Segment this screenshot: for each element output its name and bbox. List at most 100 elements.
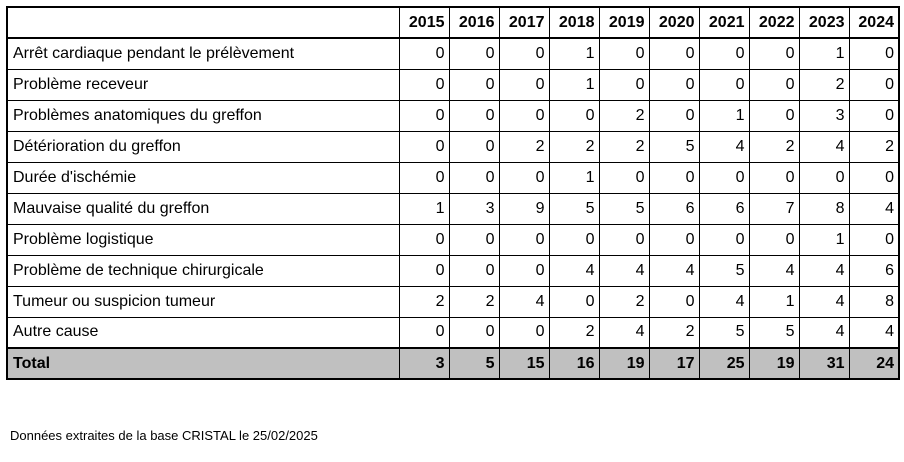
- table-row: Durée d'ischémie 0 0 0 1 0 0 0 0 0 0: [6, 161, 900, 194]
- cell-value: 5: [648, 130, 700, 163]
- cell-value: 0: [398, 37, 450, 70]
- cell-value: 0: [498, 68, 550, 101]
- header-row: 2015 2016 2017 2018 2019 2020 2021 2022 2023 2024: [6, 6, 900, 39]
- column-header: 2021: [698, 6, 750, 39]
- cell-value: 3: [448, 192, 500, 225]
- cell-value: 1: [748, 285, 800, 318]
- cell-value: 0: [848, 223, 900, 256]
- row-label: Tumeur ou suspicion tumeur: [6, 285, 400, 318]
- footnote: Données extraites de la base CRISTAL le …: [10, 428, 318, 443]
- row-label: Problème receveur: [6, 68, 400, 101]
- cell-value: 2: [548, 316, 600, 349]
- cell-value: 0: [448, 99, 500, 132]
- cell-value: 0: [448, 37, 500, 70]
- cell-value: 5: [548, 192, 600, 225]
- cell-value: 9: [498, 192, 550, 225]
- row-label: Mauvaise qualité du greffon: [6, 192, 400, 225]
- cell-value: 0: [448, 130, 500, 163]
- cell-value: 1: [548, 37, 600, 70]
- row-label: Durée d'ischémie: [6, 161, 400, 194]
- cell-value: 0: [648, 37, 700, 70]
- cell-value: 0: [598, 223, 650, 256]
- column-header: 2016: [448, 6, 500, 39]
- cell-value: 0: [548, 285, 600, 318]
- table-row: Problème logistique 0 0 0 0 0 0 0 0 1 0: [6, 223, 900, 256]
- cell-value: 0: [548, 99, 600, 132]
- row-label: Total: [6, 347, 400, 380]
- cell-value: 0: [448, 223, 500, 256]
- cell-value: 0: [398, 99, 450, 132]
- cell-value: 4: [598, 254, 650, 287]
- cell-value: 4: [648, 254, 700, 287]
- cell-value: 0: [598, 37, 650, 70]
- cell-value: 16: [548, 347, 600, 380]
- cell-value: 0: [848, 99, 900, 132]
- cell-value: 4: [848, 316, 900, 349]
- cell-value: 0: [398, 223, 450, 256]
- cell-value: 0: [448, 68, 500, 101]
- cell-value: 3: [398, 347, 450, 380]
- cell-value: 2: [648, 316, 700, 349]
- cell-value: 0: [748, 99, 800, 132]
- table-row: Arrêt cardiaque pendant le prélèvement 0 0…: [6, 37, 900, 70]
- table-row: Mauvaise qualité du greffon 1 3 9 5 5 6 6 7 8 4: [6, 192, 900, 225]
- row-label: Arrêt cardiaque pendant le prélèvement: [6, 37, 400, 70]
- cell-value: 0: [498, 223, 550, 256]
- cell-value: 0: [698, 161, 750, 194]
- cell-value: 5: [448, 347, 500, 380]
- cell-value: 4: [798, 285, 850, 318]
- column-header: 2015: [398, 6, 450, 39]
- cell-value: 0: [498, 161, 550, 194]
- cell-value: 0: [848, 161, 900, 194]
- cell-value: 0: [398, 316, 450, 349]
- column-header: 2020: [648, 6, 700, 39]
- cell-value: 4: [748, 254, 800, 287]
- cell-value: 4: [798, 130, 850, 163]
- cell-value: 0: [748, 68, 800, 101]
- data-table: 2015 2016 2017 2018 2019 2020 2021 2022 2023 2024…: [6, 6, 900, 380]
- cell-value: 1: [798, 223, 850, 256]
- cell-value: 0: [398, 254, 450, 287]
- cell-value: 0: [498, 316, 550, 349]
- cell-value: 0: [448, 316, 500, 349]
- cell-value: 0: [698, 37, 750, 70]
- table-row: Détérioration du greffon 0 0 2 2 2 5 4 2 4 2: [6, 130, 900, 163]
- cell-value: 2: [798, 68, 850, 101]
- cell-value: 0: [748, 37, 800, 70]
- cell-value: 0: [698, 223, 750, 256]
- cell-value: 4: [798, 254, 850, 287]
- cell-value: 0: [648, 68, 700, 101]
- table-row: Problème receveur 0 0 0 1 0 0 0 0 2 0: [6, 68, 900, 101]
- cell-value: 5: [698, 316, 750, 349]
- table-row: Tumeur ou suspicion tumeur 2 2 4 0 2 0 4 1 4 8: [6, 285, 900, 318]
- cell-value: 2: [598, 99, 650, 132]
- cell-value: 5: [698, 254, 750, 287]
- cell-value: 6: [848, 254, 900, 287]
- cell-value: 1: [548, 161, 600, 194]
- cell-value: 2: [548, 130, 600, 163]
- cell-value: 0: [698, 68, 750, 101]
- cell-value: 31: [798, 347, 850, 380]
- column-header: 2017: [498, 6, 550, 39]
- cell-value: 0: [598, 68, 650, 101]
- total-row: Total 3 5 15 16 19 17 25 19 31 24: [6, 347, 900, 380]
- column-header: 2024: [848, 6, 900, 39]
- corner-cell: [6, 6, 400, 39]
- cell-value: 2: [448, 285, 500, 318]
- row-label: Détérioration du greffon: [6, 130, 400, 163]
- cell-value: 0: [398, 68, 450, 101]
- cell-value: 8: [798, 192, 850, 225]
- cell-value: 0: [398, 130, 450, 163]
- cell-value: 19: [748, 347, 800, 380]
- cell-value: 5: [598, 192, 650, 225]
- column-header: 2023: [798, 6, 850, 39]
- row-label: Problèmes anatomiques du greffon: [6, 99, 400, 132]
- table-row: Problèmes anatomiques du greffon 0 0 0 0 2 0 1 0…: [6, 99, 900, 132]
- cell-value: 0: [448, 254, 500, 287]
- row-label: Problème de technique chirurgicale: [6, 254, 400, 287]
- cell-value: 4: [498, 285, 550, 318]
- cell-value: 0: [548, 223, 600, 256]
- cell-value: 0: [648, 161, 700, 194]
- column-header: 2019: [598, 6, 650, 39]
- cell-value: 0: [498, 254, 550, 287]
